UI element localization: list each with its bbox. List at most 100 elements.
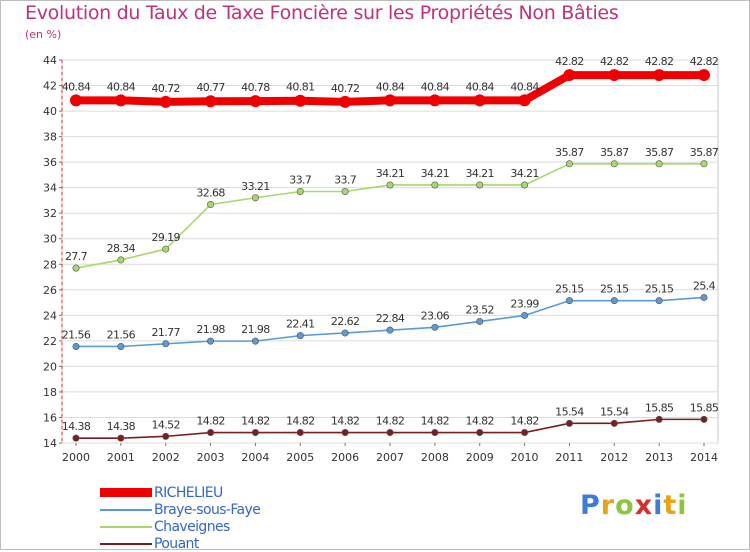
plot-area <box>61 59 719 444</box>
point-pouant-2005 <box>296 429 304 437</box>
point-pouant-2010 <box>521 429 529 437</box>
y-tick-label-36: 36 <box>43 156 57 169</box>
legend-item-braye-sous-faye: Braye-sous-Faye <box>100 501 261 518</box>
data-label-braye-sous-faye-2009: 23.52 <box>465 303 494 316</box>
point-braye-sous-faye-2011 <box>565 297 573 305</box>
point-richelieu-2012 <box>608 69 621 82</box>
data-label-richelieu-2010: 40.84 <box>510 80 539 93</box>
data-label-richelieu-2009: 40.84 <box>465 80 494 93</box>
data-label-richelieu-2001: 40.84 <box>107 80 136 93</box>
legend-item-chaveignes: Chaveignes <box>100 518 260 535</box>
data-label-chaveignes-2012: 35.87 <box>600 146 629 159</box>
data-label-richelieu-2003: 40.77 <box>196 81 225 94</box>
x-tick-label-2000: 2000 <box>62 451 90 464</box>
legend-swatch-braye-sous-faye <box>100 508 152 511</box>
data-label-chaveignes-2002: 29.19 <box>151 231 180 244</box>
point-chaveignes-2005 <box>296 187 304 195</box>
grid-layer <box>61 59 719 444</box>
data-label-pouant-2003: 14.82 <box>196 415 225 428</box>
point-chaveignes-2014 <box>700 160 708 168</box>
line-chart: 14 16 18 20 22 24 26 28 30 32 34 36 38 40 42 44 2000 2001… <box>43 54 719 464</box>
point-richelieu-2011 <box>563 69 576 82</box>
point-braye-sous-faye-2012 <box>610 297 618 305</box>
point-pouant-2014 <box>700 415 708 423</box>
data-label-pouant-2013: 15.85 <box>645 401 674 414</box>
legend-label-richelieu: RICHELIEU <box>154 484 223 501</box>
data-label-pouant-2011: 15.54 <box>555 405 584 418</box>
x-tick-label-2004: 2004 <box>241 451 269 464</box>
point-richelieu-2010 <box>518 94 531 107</box>
x-tick-label-2001: 2001 <box>107 451 135 464</box>
point-richelieu-2000 <box>70 94 82 107</box>
point-braye-sous-faye-2009 <box>476 317 484 325</box>
legend-swatch-chaveignes <box>100 525 152 528</box>
point-pouant-2006 <box>341 429 349 437</box>
point-richelieu-2008 <box>428 94 441 107</box>
point-chaveignes-2008 <box>431 181 439 189</box>
data-label-braye-sous-faye-2011: 25.15 <box>555 283 584 296</box>
data-label-pouant-2005: 14.82 <box>286 415 315 428</box>
data-label-chaveignes-2009: 34.21 <box>465 167 494 180</box>
point-braye-sous-faye-2002 <box>162 340 170 348</box>
point-pouant-2013 <box>655 415 663 423</box>
point-pouant-2001 <box>117 434 125 442</box>
data-label-richelieu-2000: 40.84 <box>62 80 91 93</box>
data-label-chaveignes-2007: 34.21 <box>376 167 405 180</box>
data-label-pouant-2002: 14.52 <box>151 418 180 431</box>
point-richelieu-2002 <box>159 95 172 108</box>
data-label-pouant-2009: 14.82 <box>465 415 494 428</box>
point-chaveignes-2003 <box>207 201 215 209</box>
point-chaveignes-2004 <box>251 194 259 202</box>
data-label-braye-sous-faye-2000: 21.56 <box>62 328 91 341</box>
point-braye-sous-faye-2007 <box>386 326 394 334</box>
y-tick-label-16: 16 <box>43 411 57 424</box>
data-label-richelieu-2013: 42.82 <box>645 55 674 68</box>
y-tick-label-34: 34 <box>43 182 57 195</box>
series-layer <box>70 69 710 442</box>
legend-swatch-richelieu <box>100 488 152 497</box>
data-label-chaveignes-2010: 34.21 <box>510 167 539 180</box>
y-tick-label-38: 38 <box>43 131 57 144</box>
x-tick-label-2011: 2011 <box>555 451 583 464</box>
data-label-chaveignes-2005: 33.7 <box>289 173 312 186</box>
data-label-richelieu-2006: 40.72 <box>331 82 360 95</box>
x-tick-label-2006: 2006 <box>331 451 359 464</box>
data-label-pouant-2000: 14.38 <box>62 420 91 433</box>
legend-item-richelieu: RICHELIEU <box>100 484 260 501</box>
point-chaveignes-2000 <box>72 264 80 272</box>
legend-item-pouant: Pouant <box>100 535 260 552</box>
data-label-pouant-2012: 15.54 <box>600 405 629 418</box>
data-label-braye-sous-faye-2001: 21.56 <box>107 328 136 341</box>
legend: RICHELIEU Braye-sous-Faye Chaveignes Pou… <box>100 484 261 552</box>
data-label-richelieu-2002: 40.72 <box>151 82 180 95</box>
point-pouant-2008 <box>431 429 439 437</box>
x-tick-label-2008: 2008 <box>421 451 449 464</box>
point-richelieu-2006 <box>339 95 352 108</box>
data-label-chaveignes-2006: 33.7 <box>334 173 357 186</box>
data-label-braye-sous-faye-2002: 21.77 <box>151 326 180 339</box>
point-richelieu-2005 <box>294 94 307 107</box>
point-braye-sous-faye-2004 <box>251 337 259 345</box>
data-label-pouant-2006: 14.82 <box>331 415 360 428</box>
point-richelieu-2009 <box>473 94 486 107</box>
x-tick-label-2010: 2010 <box>511 451 539 464</box>
point-pouant-2009 <box>476 429 484 437</box>
data-label-chaveignes-2003: 32.68 <box>196 187 225 200</box>
point-richelieu-2003 <box>204 95 217 108</box>
x-tick-label-2009: 2009 <box>466 451 494 464</box>
x-tick-label-2003: 2003 <box>197 451 225 464</box>
x-tick-label-2014: 2014 <box>690 451 718 464</box>
point-braye-sous-faye-2000 <box>72 342 80 350</box>
point-richelieu-2013 <box>653 69 666 82</box>
y-tick-label-14: 14 <box>43 437 57 450</box>
legend-label-pouant: Pouant <box>154 535 199 552</box>
y-tick-label-18: 18 <box>43 386 57 399</box>
data-label-chaveignes-2000: 27.7 <box>65 250 88 263</box>
data-label-pouant-2010: 14.82 <box>510 415 539 428</box>
legend-label-braye-sous-faye: Braye-sous-Faye <box>154 501 261 518</box>
data-label-chaveignes-2013: 35.87 <box>645 146 674 159</box>
data-label-braye-sous-faye-2014: 25.4 <box>693 279 716 292</box>
point-richelieu-2007 <box>384 94 396 107</box>
y-tick-label-40: 40 <box>43 105 57 118</box>
point-chaveignes-2012 <box>610 160 618 168</box>
